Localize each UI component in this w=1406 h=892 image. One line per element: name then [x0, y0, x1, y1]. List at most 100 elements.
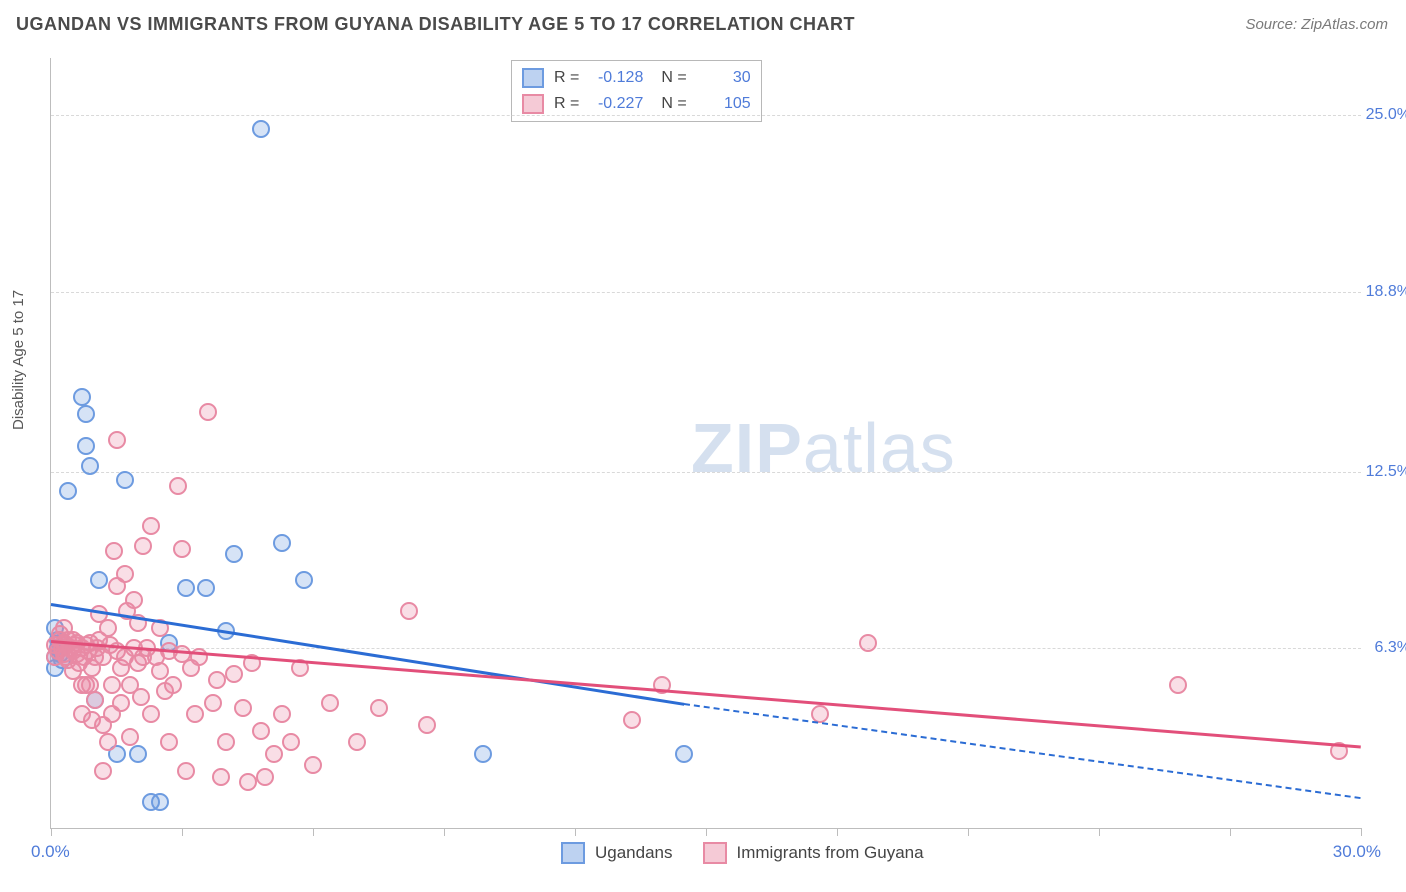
data-point: [321, 694, 339, 712]
scatter-plot-area: ZIPatlas R = -0.128 N = 30 R = -0.227 N …: [50, 58, 1361, 829]
data-point: [256, 768, 274, 786]
data-point: [105, 542, 123, 560]
data-point: [273, 705, 291, 723]
y-axis-label: Disability Age 5 to 17: [10, 290, 27, 430]
n-value-pink: 105: [691, 95, 751, 113]
data-point: [265, 745, 283, 763]
data-point: [160, 733, 178, 751]
data-point: [282, 733, 300, 751]
n-label: N =: [661, 95, 686, 113]
r-label: R =: [554, 95, 579, 113]
data-point: [474, 745, 492, 763]
data-point: [77, 437, 95, 455]
x-tick: [1230, 828, 1231, 836]
data-point: [234, 699, 252, 717]
data-point: [77, 405, 95, 423]
data-point: [418, 716, 436, 734]
data-point: [239, 773, 257, 791]
data-point: [295, 571, 313, 589]
data-point: [103, 676, 121, 694]
data-point: [217, 733, 235, 751]
watermark-rest: atlas: [803, 409, 956, 487]
gridline: [51, 115, 1361, 116]
legend-item-guyana: Immigrants from Guyana: [703, 842, 924, 864]
data-point: [177, 579, 195, 597]
data-point: [675, 745, 693, 763]
x-tick: [1361, 828, 1362, 836]
data-point: [151, 793, 169, 811]
swatch-pink-icon: [522, 94, 544, 114]
legend-item-ugandans: Ugandans: [561, 842, 673, 864]
legend-label-pink: Immigrants from Guyana: [737, 843, 924, 863]
watermark-text: ZIPatlas: [691, 408, 956, 488]
data-point: [400, 602, 418, 620]
data-point: [212, 768, 230, 786]
data-point: [348, 733, 366, 751]
data-point: [1169, 676, 1187, 694]
correlation-stats-box: R = -0.128 N = 30 R = -0.227 N = 105: [511, 60, 762, 122]
source-attribution: Source: ZipAtlas.com: [1245, 16, 1388, 33]
data-point: [197, 579, 215, 597]
data-point: [173, 540, 191, 558]
data-point: [108, 431, 126, 449]
data-point: [169, 477, 187, 495]
stats-row-pink: R = -0.227 N = 105: [522, 91, 751, 117]
x-tick: [444, 828, 445, 836]
gridline: [51, 472, 1361, 473]
data-point: [273, 534, 291, 552]
y-tick-label: 12.5%: [1351, 463, 1406, 481]
data-point: [116, 471, 134, 489]
data-point: [86, 691, 104, 709]
data-point: [99, 619, 117, 637]
data-point: [116, 565, 134, 583]
n-value-blue: 30: [691, 69, 751, 87]
n-label: N =: [661, 69, 686, 87]
data-point: [252, 722, 270, 740]
x-tick: [51, 828, 52, 836]
data-point: [859, 634, 877, 652]
data-point: [81, 457, 99, 475]
watermark-bold: ZIP: [691, 409, 803, 487]
data-point: [142, 705, 160, 723]
x-tick: [968, 828, 969, 836]
data-point: [94, 762, 112, 780]
data-point: [90, 571, 108, 589]
data-point: [142, 517, 160, 535]
data-point: [225, 545, 243, 563]
x-tick: [313, 828, 314, 836]
swatch-blue-icon: [522, 68, 544, 88]
data-point: [125, 591, 143, 609]
swatch-pink-icon: [703, 842, 727, 864]
gridline: [51, 648, 1361, 649]
y-tick-label: 6.3%: [1351, 639, 1406, 657]
r-value-pink: -0.227: [583, 95, 643, 113]
data-point: [177, 762, 195, 780]
data-point: [164, 676, 182, 694]
stats-row-blue: R = -0.128 N = 30: [522, 65, 751, 91]
data-point: [623, 711, 641, 729]
data-point: [129, 745, 147, 763]
x-axis-min-label: 0.0%: [31, 842, 70, 862]
data-point: [370, 699, 388, 717]
x-axis-max-label: 30.0%: [1333, 842, 1381, 862]
series-legend: Ugandans Immigrants from Guyana: [561, 842, 954, 864]
x-tick: [575, 828, 576, 836]
y-tick-label: 25.0%: [1351, 106, 1406, 124]
x-tick: [1099, 828, 1100, 836]
x-tick: [837, 828, 838, 836]
x-tick: [706, 828, 707, 836]
data-point: [132, 688, 150, 706]
data-point: [59, 482, 77, 500]
data-point: [199, 403, 217, 421]
r-value-blue: -0.128: [583, 69, 643, 87]
regression-line: [51, 640, 1361, 749]
chart-title: UGANDAN VS IMMIGRANTS FROM GUYANA DISABI…: [16, 14, 855, 35]
data-point: [225, 665, 243, 683]
data-point: [252, 120, 270, 138]
regression-line: [684, 703, 1361, 799]
legend-label-blue: Ugandans: [595, 843, 673, 863]
r-label: R =: [554, 69, 579, 87]
x-tick: [182, 828, 183, 836]
data-point: [304, 756, 322, 774]
y-tick-label: 18.8%: [1351, 283, 1406, 301]
